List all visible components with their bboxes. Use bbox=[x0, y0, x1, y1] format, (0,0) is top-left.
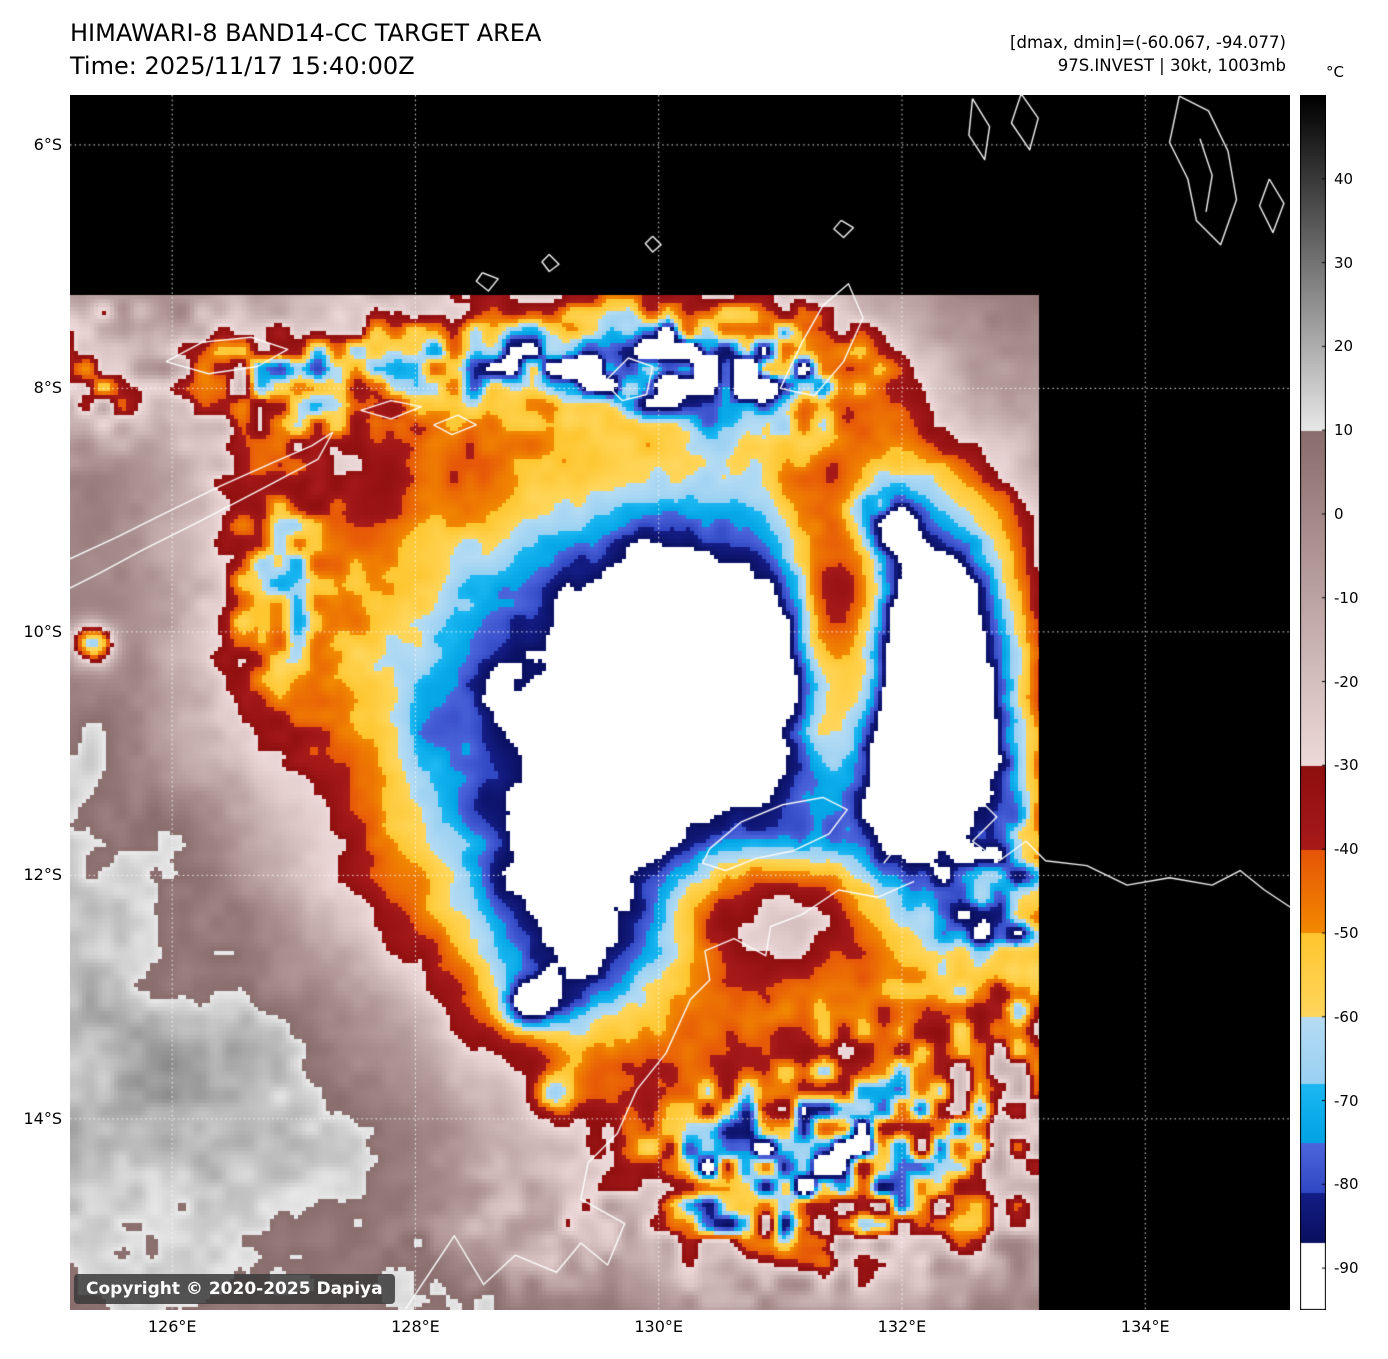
colorbar bbox=[1300, 95, 1326, 1310]
colorbar-tick-label: 40 bbox=[1334, 169, 1354, 188]
lon-tick-label: 134°E bbox=[1120, 1317, 1170, 1336]
lat-tick-label: 14°S bbox=[23, 1108, 62, 1128]
colorbar-tick-label: -50 bbox=[1334, 923, 1359, 942]
colorbar-tick-label: -80 bbox=[1334, 1175, 1359, 1194]
colorbar-tick-label: -90 bbox=[1334, 1259, 1359, 1278]
figure-timestamp: Time: 2025/11/17 15:40:00Z bbox=[70, 52, 415, 80]
colorbar-tick-label: -10 bbox=[1334, 588, 1359, 607]
lon-tick-label: 128°E bbox=[391, 1317, 440, 1336]
lat-tick-label: 10°S bbox=[23, 621, 62, 641]
colorbar-tick-label: 30 bbox=[1334, 253, 1354, 272]
annotation-dmax-dmin: [dmax, dmin]=(-60.067, -94.077) bbox=[1010, 33, 1286, 52]
lon-tick-label: 126°E bbox=[147, 1317, 197, 1336]
colorbar-tick-label: -40 bbox=[1334, 840, 1359, 859]
colorbar-unit-label: °C bbox=[1326, 63, 1344, 81]
colorbar-tick-label: -60 bbox=[1334, 1007, 1359, 1026]
lat-tick-label: 6°S bbox=[33, 134, 62, 154]
colorbar-tick-label: -20 bbox=[1334, 672, 1359, 691]
lon-tick-label: 130°E bbox=[634, 1317, 684, 1336]
colorbar-tick-label: 10 bbox=[1334, 421, 1354, 440]
colorbar-tick-label: -70 bbox=[1334, 1091, 1359, 1110]
lat-tick-label: 8°S bbox=[33, 378, 62, 398]
colorbar-tick-label: 20 bbox=[1334, 337, 1354, 356]
map-plot-area: Copyright © 2020-2025 Dapiya bbox=[70, 95, 1290, 1310]
annotation-storm-info: 97S.INVEST | 30kt, 1003mb bbox=[1057, 56, 1286, 75]
copyright-label: Copyright © 2020-2025 Dapiya bbox=[74, 1274, 395, 1304]
lat-tick-label: 12°S bbox=[23, 865, 62, 885]
satellite-image-canvas bbox=[70, 95, 1290, 1310]
lon-tick-label: 132°E bbox=[877, 1317, 927, 1336]
figure-title: HIMAWARI-8 BAND14-CC TARGET AREA bbox=[70, 19, 542, 47]
colorbar-tick-label: 0 bbox=[1334, 504, 1344, 523]
colorbar-tick-label: -30 bbox=[1334, 756, 1359, 775]
